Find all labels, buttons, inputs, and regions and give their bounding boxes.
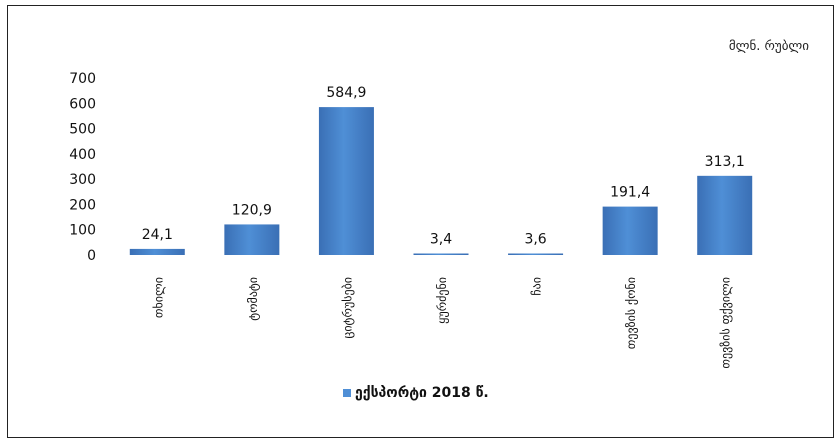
category-label: ტომატი	[246, 277, 260, 321]
legend-label: ექსპორტი 2018 წ.	[355, 385, 489, 401]
y-tick-label: 200	[69, 197, 96, 213]
y-tick-label: 100	[69, 223, 96, 239]
data-label: 120,9	[232, 202, 272, 218]
bar	[318, 107, 374, 256]
chart-frame: მლნ. რუბლი	[7, 5, 834, 438]
data-label: 584,9	[326, 85, 366, 101]
data-label: 24,1	[142, 227, 173, 243]
bar	[602, 206, 658, 255]
y-tick-label: 300	[69, 172, 96, 188]
category-label: ყურძენი	[435, 277, 449, 324]
bar	[413, 253, 469, 255]
category-label: თხილი	[151, 277, 165, 318]
category-label: ჩაი	[530, 277, 544, 296]
category-label: თევზის ქონი	[624, 277, 638, 349]
legend: ექსპორტი 2018 წ.	[343, 385, 489, 401]
bar	[697, 175, 753, 255]
bar	[224, 224, 280, 255]
unit-label: მლნ. რუბლი	[728, 39, 809, 54]
bar	[508, 253, 564, 255]
y-tick-label: 0	[87, 248, 96, 264]
y-tick-label: 600	[69, 96, 96, 112]
data-label: 191,4	[610, 185, 650, 201]
y-tick-label: 400	[69, 147, 96, 163]
y-tick-label: 700	[69, 71, 96, 87]
legend-swatch	[343, 389, 351, 397]
y-tick-label: 500	[69, 122, 96, 138]
data-label: 3,6	[524, 232, 546, 248]
data-label: 313,1	[705, 154, 745, 170]
category-label: ციტრუსები	[340, 277, 354, 339]
bar	[129, 248, 185, 255]
category-label: თევზის ფქვილი	[719, 277, 733, 369]
data-label: 3,4	[430, 232, 452, 248]
